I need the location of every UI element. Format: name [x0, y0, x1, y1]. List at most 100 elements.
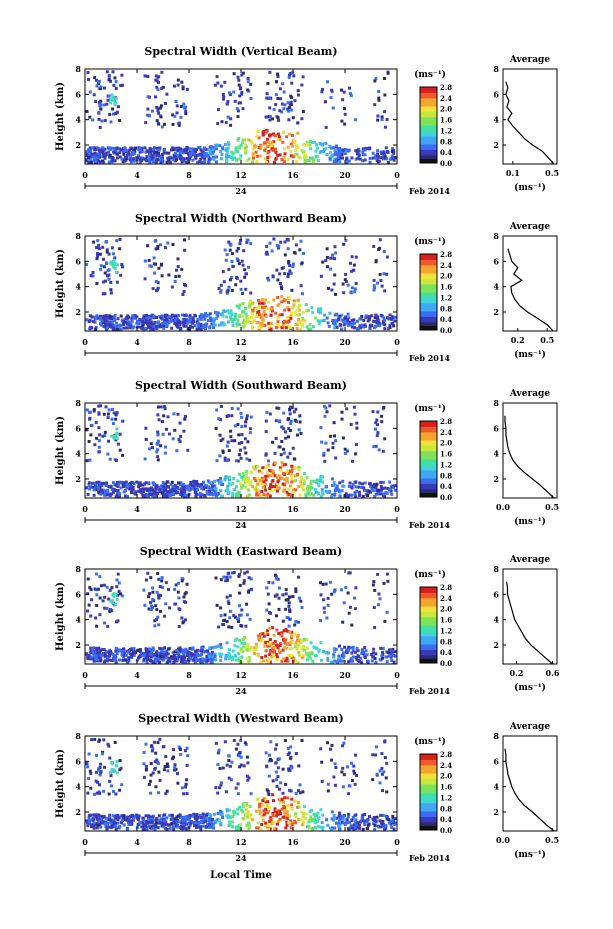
heatmap-cell: [290, 288, 294, 292]
heatmap-cell: [325, 485, 329, 489]
heatmap-cell: [188, 823, 192, 827]
heatmap-cell: [241, 138, 245, 142]
heatmap-cell: [243, 571, 247, 575]
heatmap-cell: [179, 104, 183, 108]
heatmap-cell: [365, 146, 368, 150]
heatmap-cell: [97, 480, 101, 484]
heatmap-cell: [282, 131, 286, 134]
heatmap-cell: [324, 142, 328, 145]
heatmap-cell: [294, 645, 298, 649]
heatmap-cell: [157, 148, 161, 152]
heatmap-cell: [345, 818, 349, 822]
heatmap-cell: [290, 807, 294, 811]
heatmap-cell: [90, 423, 94, 427]
heatmap-cell: [199, 483, 203, 487]
heatmap-cell: [144, 814, 148, 818]
heatmap-cell: [235, 249, 239, 253]
heatmap-cell: [348, 605, 352, 609]
colorbar-swatch: [420, 619, 437, 623]
heatmap-cell: [387, 818, 391, 822]
heatmap-cell: [103, 118, 107, 122]
heatmap-cell: [372, 606, 376, 609]
heatmap-cell: [91, 118, 95, 122]
heatmap-cell: [156, 430, 160, 434]
colorbar-tick-label: 0.0: [440, 659, 452, 668]
colorbar-swatch: [420, 149, 437, 153]
heatmap-cell: [97, 79, 101, 83]
heatmap-cell: [264, 654, 268, 658]
heatmap-cell: [175, 104, 179, 108]
heatmap-cell: [241, 816, 245, 820]
heatmap-cell: [217, 108, 220, 112]
heatmap-cell: [256, 821, 260, 825]
heatmap-cell: [372, 647, 376, 651]
heatmap-cell: [91, 274, 95, 278]
heatmap-cell: [165, 324, 169, 328]
heatmap-cell: [346, 648, 350, 652]
heatmap-cell: [305, 140, 309, 144]
heatmap-cell: [129, 155, 133, 159]
heatmap-cells: [85, 237, 397, 331]
heatmap-cell: [251, 818, 255, 822]
heatmap-cell: [225, 253, 229, 257]
heatmap-cell: [328, 144, 332, 148]
heatmap-cell: [192, 653, 196, 657]
heatmap-cell: [318, 309, 322, 313]
heatmap-cell: [294, 407, 298, 411]
heatmap-cell: [184, 618, 187, 622]
heatmap-cell: [204, 324, 208, 328]
heatmap-cell: [181, 494, 185, 498]
heatmap-cell: [325, 255, 329, 259]
heatmap-cell: [213, 491, 217, 495]
heatmap-cell: [120, 594, 124, 598]
heatmap-cell: [128, 148, 132, 152]
heatmap-cell: [299, 599, 303, 603]
heatmap-cell: [95, 154, 99, 158]
heatmap-cell: [134, 490, 138, 494]
heatmap-cell: [108, 654, 112, 658]
heatmap-cell: [185, 87, 189, 91]
heatmap-cell: [264, 824, 268, 828]
heatmap-cell: [238, 583, 242, 587]
x-tick-label: 0: [82, 670, 88, 680]
heatmap-cell: [389, 157, 393, 161]
heatmap-cell: [189, 324, 192, 328]
heatmap-cell: [209, 481, 213, 484]
average-profile-line: [507, 248, 554, 332]
heatmap-cell: [283, 308, 287, 312]
heatmap-cell: [386, 815, 389, 819]
heatmap-cell: [110, 492, 114, 496]
colorbar-swatch: [420, 614, 437, 618]
heatmap-cell: [356, 649, 360, 653]
heatmap-cell: [176, 257, 180, 261]
heatmap-cell: [367, 822, 371, 826]
heatmap-cell: [255, 154, 259, 158]
heatmap-cell: [273, 640, 277, 643]
colorbar-frame: [419, 586, 438, 664]
heatmap-cell: [276, 296, 280, 299]
heatmap-cell: [241, 483, 245, 487]
heatmap-cell: [245, 648, 249, 652]
heatmap-cell: [95, 826, 99, 830]
heatmap-cell: [255, 493, 259, 497]
heatmap-cell: [213, 147, 217, 151]
heatmap-cell: [290, 630, 294, 634]
heatmap-cell: [262, 493, 266, 497]
heatmap-cell: [293, 141, 297, 145]
heatmap-cell: [263, 157, 267, 161]
heatmap-cell: [92, 493, 96, 497]
colorbar-swatch: [420, 286, 437, 290]
heatmap-cell: [349, 94, 353, 97]
heatmap-cell: [273, 573, 277, 577]
heatmap-cell: [115, 110, 119, 114]
heatmap-cell: [210, 646, 214, 650]
heatmap-cell: [227, 285, 231, 289]
heatmap-cell: [96, 820, 100, 824]
heatmap-cell: [356, 319, 359, 323]
heatmap-cell: [272, 646, 276, 649]
colorbar-tick-label: 1.2: [440, 126, 452, 135]
heatmap-cell: [115, 427, 119, 431]
heatmap-cell: [174, 657, 178, 661]
heatmap-cell: [332, 814, 336, 818]
heatmap-cell: [151, 287, 155, 291]
